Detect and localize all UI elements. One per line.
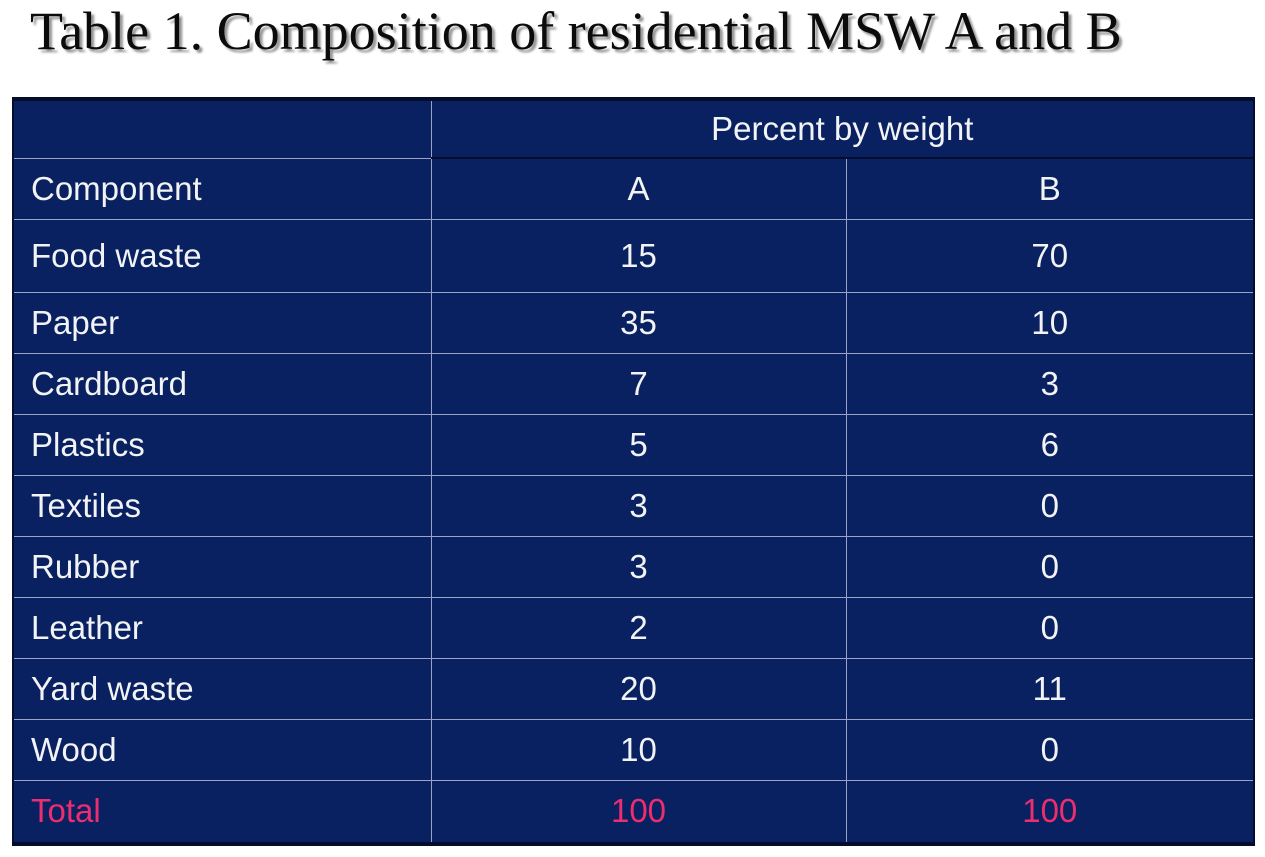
component-column-header: Component <box>12 157 432 220</box>
table-row: Plastics 5 6 <box>12 413 1255 476</box>
value-cell-b: 11 <box>845 657 1255 720</box>
value-cell-b: 0 <box>845 718 1255 781</box>
table-row: Rubber 3 0 <box>12 535 1255 598</box>
table-header-group-row: Percent by weight <box>12 98 1255 159</box>
value-cell-a: 5 <box>430 413 847 476</box>
value-cell-a: 7 <box>430 352 847 415</box>
value-cell-a: 3 <box>430 474 847 537</box>
total-label-cell: Total <box>12 779 432 845</box>
component-cell: Paper <box>12 291 432 354</box>
table-row: Leather 2 0 <box>12 596 1255 659</box>
value-cell-b: 6 <box>845 413 1255 476</box>
total-row: Total 100 100 <box>12 779 1255 845</box>
value-cell-a: 20 <box>430 657 847 720</box>
value-cell-b: 0 <box>845 474 1255 537</box>
value-cell-b: 3 <box>845 352 1255 415</box>
table-row: Wood 10 0 <box>12 718 1255 781</box>
table-row: Food waste 15 70 <box>12 218 1255 293</box>
value-cell-a: 2 <box>430 596 847 659</box>
total-value-cell-b: 100 <box>845 779 1255 845</box>
value-cell-b: 10 <box>845 291 1255 354</box>
component-cell: Textiles <box>12 474 432 537</box>
value-cell-b: 0 <box>845 535 1255 598</box>
component-cell: Wood <box>12 718 432 781</box>
slide-title: Table 1. Composition of residential MSW … <box>30 1 1122 61</box>
value-cell-a: 3 <box>430 535 847 598</box>
component-cell: Cardboard <box>12 352 432 415</box>
value-cell-a: 35 <box>430 291 847 354</box>
component-cell: Plastics <box>12 413 432 476</box>
component-cell: Rubber <box>12 535 432 598</box>
group-header-percent-by-weight: Percent by weight <box>430 98 1255 159</box>
column-header-b: B <box>845 157 1255 220</box>
table-row: Cardboard 7 3 <box>12 352 1255 415</box>
value-cell-a: 15 <box>430 218 847 293</box>
component-cell: Food waste <box>12 218 432 293</box>
value-cell-b: 70 <box>845 218 1255 293</box>
total-value-cell-a: 100 <box>430 779 847 845</box>
value-cell-b: 0 <box>845 596 1255 659</box>
table-row: Yard waste 20 11 <box>12 657 1255 720</box>
component-cell: Yard waste <box>12 657 432 720</box>
table-row: Paper 35 10 <box>12 291 1255 354</box>
corner-empty-cell <box>12 98 432 159</box>
value-cell-a: 10 <box>430 718 847 781</box>
component-cell: Leather <box>12 596 432 659</box>
composition-table: Percent by weight Component A B Food was… <box>12 97 1255 846</box>
table-header-columns-row: Component A B <box>12 157 1255 220</box>
column-header-a: A <box>430 157 847 220</box>
table-row: Textiles 3 0 <box>12 474 1255 537</box>
